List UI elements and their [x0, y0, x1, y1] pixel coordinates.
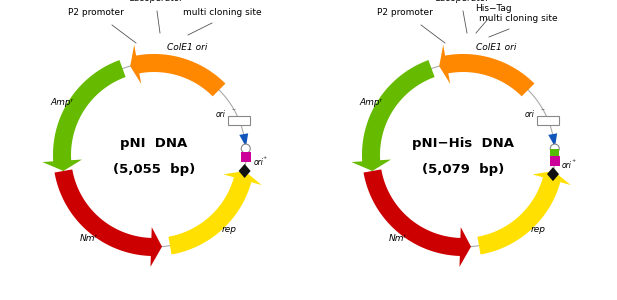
Polygon shape — [130, 45, 225, 96]
Bar — [537, 116, 559, 125]
Polygon shape — [239, 164, 251, 178]
Polygon shape — [439, 45, 534, 96]
Text: Nmʳ: Nmʳ — [80, 234, 98, 243]
Polygon shape — [168, 171, 262, 254]
Text: (5,079  bp): (5,079 bp) — [422, 163, 504, 176]
Text: multi cloning site: multi cloning site — [479, 14, 557, 23]
Bar — [228, 116, 251, 125]
Polygon shape — [351, 60, 434, 171]
Text: P2 promoter: P2 promoter — [68, 8, 124, 17]
Bar — [550, 156, 560, 167]
Polygon shape — [547, 167, 559, 181]
Circle shape — [241, 144, 251, 153]
Polygon shape — [54, 169, 162, 267]
Polygon shape — [478, 171, 571, 254]
Text: Lacoperator: Lacoperator — [130, 0, 184, 3]
Polygon shape — [549, 133, 557, 147]
Text: Nmʳ: Nmʳ — [389, 234, 407, 243]
Text: multi cloning site: multi cloning site — [183, 8, 262, 17]
Bar — [241, 152, 251, 162]
Text: Lacoperator: Lacoperator — [436, 0, 490, 3]
Text: (5,055  bp): (5,055 bp) — [113, 163, 195, 176]
Polygon shape — [43, 60, 126, 171]
Text: ori: ori — [524, 110, 534, 118]
Text: ⁺: ⁺ — [263, 155, 267, 164]
Text: pNI  DNA: pNI DNA — [120, 137, 188, 151]
Text: ColE1 ori: ColE1 ori — [476, 43, 516, 52]
Text: rep: rep — [531, 225, 545, 234]
Text: ⁻: ⁻ — [540, 106, 544, 116]
Text: pNI−His  DNA: pNI−His DNA — [412, 137, 514, 151]
Polygon shape — [239, 133, 248, 147]
Text: ⁺: ⁺ — [571, 158, 575, 167]
Text: P2 promoter: P2 promoter — [377, 8, 433, 17]
Polygon shape — [363, 169, 471, 267]
Text: Ampʳ: Ampʳ — [360, 98, 383, 106]
Circle shape — [550, 144, 559, 153]
Text: ori: ori — [215, 110, 225, 118]
Text: ori: ori — [562, 161, 572, 170]
Text: ori: ori — [254, 158, 263, 167]
Text: rep: rep — [222, 225, 236, 234]
Text: His−Tag: His−Tag — [474, 4, 511, 13]
Text: ⁻: ⁻ — [231, 106, 235, 116]
Text: ColE1 ori: ColE1 ori — [167, 43, 207, 52]
Text: Ampʳ: Ampʳ — [51, 98, 74, 106]
Bar — [550, 149, 560, 158]
